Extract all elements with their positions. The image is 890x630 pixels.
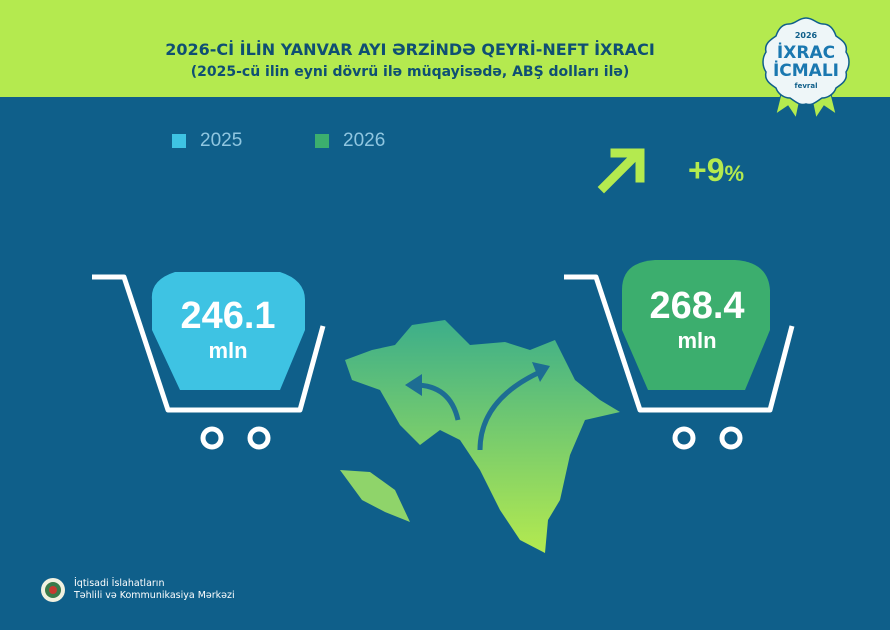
- header-banner: [0, 0, 890, 97]
- legend-label: 2025: [200, 130, 243, 151]
- change-percent: +9%: [688, 152, 744, 189]
- value-2025: 246.1 mln: [153, 295, 303, 364]
- arrow-up-right-icon: [597, 148, 645, 194]
- cart-icon-2025: [92, 272, 326, 450]
- legend-item-2025: 2025: [172, 130, 242, 152]
- footer-line1: İqtisadi İslahatların: [74, 578, 165, 589]
- badge-rosette: 2026 İXRAC İCMALI fevral: [762, 17, 850, 120]
- value-unit: mln: [208, 338, 248, 363]
- value-number: 268.4: [649, 285, 745, 327]
- change-value: +9: [688, 152, 725, 188]
- footer-line2: Təhlili və Kommunikasiya Mərkəzi: [74, 590, 235, 601]
- value-2026: 268.4 mln: [622, 285, 772, 354]
- emblem-icon: [41, 578, 65, 602]
- map-azerbaijan: [340, 320, 620, 553]
- badge-line2: İCMALI: [773, 59, 839, 81]
- badge-year: 2026: [795, 31, 818, 40]
- cart-icon-2026: [564, 260, 795, 450]
- value-unit: mln: [677, 328, 717, 353]
- legend-label: 2026: [343, 130, 386, 151]
- value-number: 246.1: [180, 295, 276, 337]
- badge-line1: İXRAC: [777, 41, 835, 63]
- legend-swatch: [315, 134, 329, 148]
- legend-swatch: [172, 134, 186, 148]
- footer-logo: İqtisadi İslahatların Təhlili və Kommuni…: [40, 577, 235, 603]
- change-unit: %: [724, 161, 745, 186]
- page-subtitle: (2025-cü ilin eyni dövrü ilə müqayisədə,…: [190, 64, 630, 80]
- legend-item-2026: 2026: [315, 130, 385, 152]
- badge-month: fevral: [795, 82, 818, 90]
- page-title: 2026-Cİ İLİN YANVAR AYI ƏRZİNDƏ QEYRİ-NE…: [165, 40, 655, 59]
